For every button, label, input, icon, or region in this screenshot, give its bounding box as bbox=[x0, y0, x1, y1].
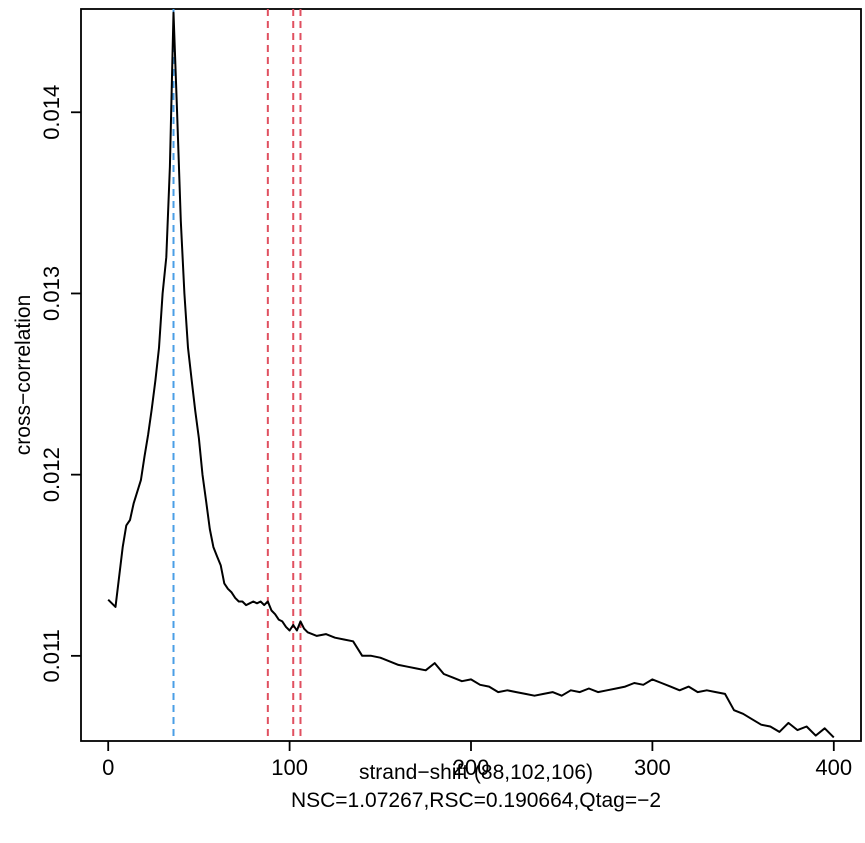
x-tick-label-0: 0 bbox=[102, 755, 114, 780]
reference-lines bbox=[172, 9, 302, 741]
x-tick-label-4: 400 bbox=[815, 755, 852, 780]
chart-subtitle: NSC=1.07267,RSC=0.190664,Qtag=−2 bbox=[291, 789, 661, 812]
y-tick-label-1: 0.012 bbox=[39, 447, 64, 502]
x-axis: 0 100 200 300 400 bbox=[102, 741, 852, 780]
x-axis-title: strand−shift (88,102,106) bbox=[359, 761, 593, 784]
x-tick-label-1: 100 bbox=[271, 755, 308, 780]
y-axis: 0.011 0.012 0.013 0.014 bbox=[39, 85, 81, 683]
x-tick-label-3: 300 bbox=[634, 755, 671, 780]
data-series bbox=[107, 11, 835, 739]
y-tick-label-0: 0.011 bbox=[39, 629, 64, 682]
y-axis-title: cross−correlation bbox=[12, 295, 35, 455]
series-line-0 bbox=[107, 11, 835, 739]
x-tick-label-2: 200 bbox=[453, 755, 490, 780]
y-tick-label-3: 0.014 bbox=[39, 85, 64, 140]
plot-frame bbox=[80, 8, 862, 742]
y-tick-label-2: 0.013 bbox=[39, 266, 64, 321]
